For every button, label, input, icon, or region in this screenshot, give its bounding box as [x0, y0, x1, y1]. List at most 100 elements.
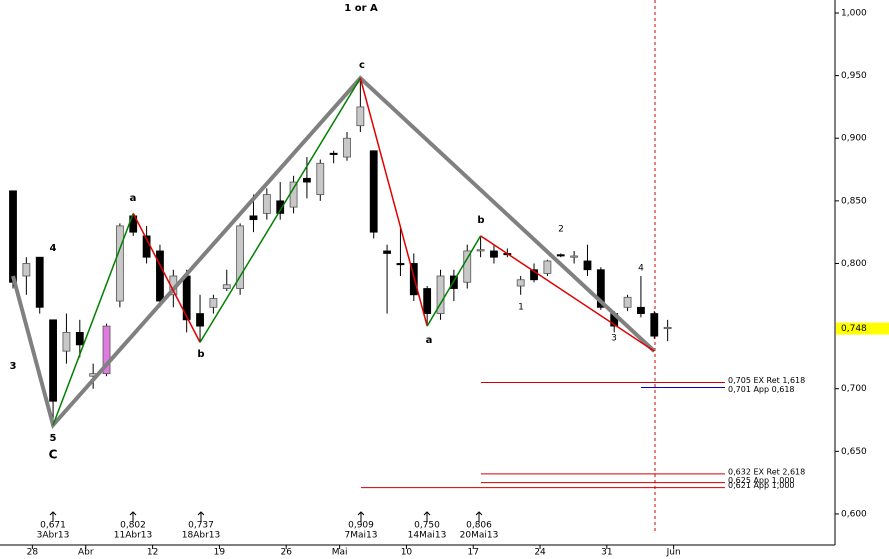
y-tick-label: 0,900: [841, 134, 867, 144]
wave-label: b: [197, 349, 204, 360]
candle-body: [543, 260, 552, 274]
wave-line: [11, 75, 656, 430]
marker-value: 0,806: [466, 521, 492, 531]
marker-value: 0,909: [348, 521, 374, 531]
marker-date: 3Abr13: [37, 531, 70, 541]
candle-body: [356, 106, 365, 127]
y-tick-label: 0,650: [841, 447, 867, 457]
marker-arrow: [423, 511, 431, 522]
x-tick-label: 28: [27, 548, 39, 558]
last-price-box: [836, 322, 889, 335]
candle-body: [637, 306, 645, 314]
candle-body: [583, 260, 592, 271]
candle-body: [289, 181, 298, 208]
candle-body: [303, 177, 311, 183]
marker-arrow: [475, 511, 483, 522]
y-tick-label: 0,950: [841, 71, 867, 81]
candle-body: [249, 215, 258, 221]
candle-body: [383, 250, 391, 254]
candle-body: [329, 152, 338, 155]
candle-body: [196, 313, 204, 327]
y-tick-label: 0,800: [841, 259, 867, 269]
candle-body: [102, 325, 111, 375]
candle-body: [369, 150, 378, 233]
wave-label: a: [426, 335, 433, 346]
wave-label: 4: [50, 243, 57, 254]
candle-body: [49, 319, 57, 402]
chart-title: 1 or A: [344, 3, 378, 14]
wave-line: [359, 77, 428, 327]
y-tick-label: 0,600: [841, 509, 867, 519]
marker-arrow: [49, 511, 57, 522]
wave-label: 4: [638, 264, 644, 274]
x-tick-label: 31: [601, 548, 612, 558]
level-label: 0,621 App 1,000: [728, 481, 795, 490]
x-tick-label: 12: [147, 548, 158, 558]
x-tick-label: Jun: [666, 548, 681, 558]
candle-body: [490, 250, 498, 258]
marker-date: 14Mai13: [408, 531, 447, 541]
last-price-label: 0,748: [841, 324, 867, 334]
y-tick-label: 0,850: [841, 196, 867, 206]
candle-body: [343, 137, 351, 158]
y-tick-label: 1,000: [841, 9, 867, 19]
wave-label: 5: [50, 433, 57, 444]
marker-arrow: [129, 511, 137, 522]
marker-arrow: [357, 511, 365, 522]
x-tick-label: 26: [280, 548, 292, 558]
candle-body: [476, 249, 485, 252]
candle-body: [115, 225, 124, 302]
wave-label: 1: [518, 303, 524, 313]
wave-line: [132, 213, 201, 343]
candle-body: [596, 269, 605, 308]
marker-value: 0,750: [414, 521, 440, 531]
wave-line: [199, 77, 362, 343]
candle-body: [75, 331, 84, 346]
candle-body: [570, 255, 579, 258]
x-tick-label: Mai: [332, 548, 348, 558]
candle-body: [236, 225, 245, 289]
candle-body: [156, 250, 164, 302]
wave-line: [426, 235, 482, 327]
candle-body: [316, 162, 325, 195]
marker-value: 0,802: [120, 521, 146, 531]
candle-body: [35, 256, 44, 308]
candle-body: [463, 250, 472, 283]
x-tick-label: Abr: [78, 548, 94, 558]
x-tick-label: 10: [401, 548, 413, 558]
marker-date: 20Mai13: [460, 531, 499, 541]
y-tick-label: 0,700: [841, 384, 867, 394]
wave-label: c: [359, 60, 365, 71]
candle-body: [516, 279, 525, 287]
candle-body: [436, 275, 445, 314]
candle-body: [209, 298, 218, 308]
candle-body: [556, 254, 565, 257]
candle-body: [9, 190, 17, 283]
wave-label: a: [130, 193, 137, 204]
marker-value: 0,737: [188, 521, 214, 531]
level-label: 0,705 EX Ret 1,618: [728, 376, 805, 385]
candle-body: [423, 288, 432, 314]
x-tick-label: 24: [534, 548, 546, 558]
candle-body: [650, 313, 659, 337]
wave-line: [52, 213, 134, 426]
marker-value: 0,671: [40, 521, 66, 531]
marker-date: 7Mai13: [345, 531, 378, 541]
candle-body: [396, 263, 405, 266]
wave-label: b: [477, 215, 484, 226]
marker-arrow: [197, 511, 205, 522]
wave-label: C: [49, 448, 58, 462]
wave-label: 3: [10, 361, 17, 372]
x-tick-label: 17: [468, 548, 479, 558]
candle-body: [222, 284, 231, 289]
candle-body: [62, 331, 71, 352]
candle-body: [22, 263, 31, 277]
candle-body: [663, 326, 672, 330]
candle-body: [262, 194, 271, 214]
marker-date: 11Abr13: [114, 531, 152, 541]
x-tick-label: 19: [214, 548, 226, 558]
marker-date: 18Abr13: [182, 531, 220, 541]
level-label: 0,701 App 0,618: [728, 385, 795, 394]
